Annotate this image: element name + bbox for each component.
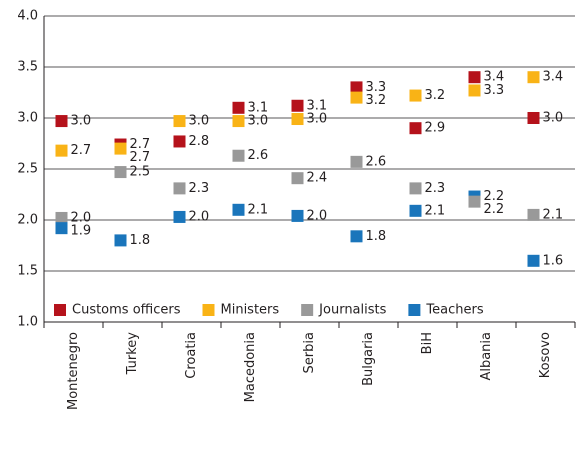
dot-marker <box>468 71 481 84</box>
legend-label: Customs officers <box>72 303 181 318</box>
x-tick-label: Croatia <box>184 332 199 379</box>
dot-marker <box>232 203 245 216</box>
value-label: 2.6 <box>248 148 269 163</box>
x-tick-label: BiH <box>420 332 435 354</box>
value-label: 3.1 <box>248 100 269 115</box>
dot-marker <box>291 209 304 222</box>
x-tick-label: Albania <box>479 332 494 381</box>
x-tick-label: Turkey <box>125 332 140 376</box>
x-tick-label: Montenegro <box>66 332 81 410</box>
dot-marker <box>527 208 540 221</box>
dot-marker <box>173 182 186 195</box>
dot-marker <box>527 71 540 84</box>
dot-marker <box>350 230 363 243</box>
y-tick-label: 1.0 <box>17 315 38 330</box>
dot-marker <box>232 101 245 114</box>
value-label: 2.1 <box>543 207 564 222</box>
y-tick-label: 1.5 <box>17 264 38 279</box>
value-label: 3.4 <box>543 70 564 85</box>
value-label: 3.3 <box>366 80 387 95</box>
x-tick-label: Serbia <box>302 332 317 373</box>
value-label: 3.0 <box>248 114 269 129</box>
legend-label: Teachers <box>425 303 483 318</box>
value-label: 1.6 <box>543 253 564 268</box>
dot-marker <box>232 115 245 128</box>
legend-swatch <box>408 304 421 316</box>
dot-marker <box>409 89 422 102</box>
value-label: 2.2 <box>484 202 505 217</box>
value-label: 2.2 <box>484 189 505 204</box>
dot-marker <box>114 166 127 179</box>
x-tick-label: Macedonia <box>243 332 258 402</box>
y-tick-label: 2.5 <box>17 162 38 177</box>
dot-marker <box>350 91 363 104</box>
value-label: 3.1 <box>307 98 328 113</box>
y-tick-label: 4.0 <box>17 9 38 24</box>
dot-marker <box>114 234 127 247</box>
dot-marker <box>232 149 245 162</box>
value-label: 3.4 <box>484 70 505 85</box>
legend-label: Ministers <box>221 303 280 318</box>
x-tick-label: Kosovo <box>538 332 553 378</box>
dot-marker <box>291 172 304 185</box>
value-label: 2.0 <box>307 208 328 223</box>
dot-marker <box>409 122 422 135</box>
y-tick-label: 2.0 <box>17 213 38 228</box>
value-label: 2.7 <box>71 143 92 158</box>
value-label: 3.2 <box>425 88 446 103</box>
dot-marker <box>55 222 68 235</box>
dot-marker <box>173 210 186 223</box>
dot-marker <box>173 135 186 148</box>
dot-marker <box>55 211 68 224</box>
legend-swatch <box>202 304 215 316</box>
value-label: 2.0 <box>189 209 210 224</box>
dot-marker <box>409 204 422 217</box>
value-label: 2.3 <box>425 181 446 196</box>
dot-marker <box>350 155 363 168</box>
value-label: 2.5 <box>130 165 151 180</box>
value-label: 2.8 <box>189 134 210 149</box>
value-label: 2.1 <box>248 202 269 217</box>
value-label: 3.0 <box>307 112 328 127</box>
dot-marker <box>114 142 127 155</box>
value-label: 2.7 <box>130 137 151 152</box>
x-tick-label: Bulgaria <box>361 332 376 386</box>
y-tick-label: 3.5 <box>17 60 38 75</box>
value-label: 2.1 <box>425 203 446 218</box>
dot-marker <box>527 112 540 124</box>
dot-marker <box>409 182 422 195</box>
value-label: 2.3 <box>189 181 210 196</box>
value-label: 2.0 <box>71 210 92 225</box>
value-label: 3.0 <box>71 114 92 129</box>
dot-marker <box>350 81 363 94</box>
value-label: 3.2 <box>366 93 387 108</box>
dot-marker <box>173 115 186 128</box>
y-tick-label: 3.0 <box>17 111 38 126</box>
dot-marker <box>55 115 68 128</box>
value-label: 1.8 <box>130 233 151 248</box>
legend-label: Journalists <box>318 303 386 318</box>
dot-marker <box>291 99 304 112</box>
value-label: 2.9 <box>425 121 446 136</box>
dot-marker <box>527 254 540 267</box>
legend-swatch <box>301 304 314 316</box>
value-label: 3.3 <box>484 83 505 98</box>
value-label: 3.0 <box>189 114 210 129</box>
value-label: 2.7 <box>130 150 151 165</box>
dot-marker <box>291 113 304 126</box>
value-label: 2.6 <box>366 154 387 169</box>
dot-marker <box>468 84 481 97</box>
legend-swatch <box>54 304 66 316</box>
value-label: 2.4 <box>307 171 328 186</box>
dot-marker <box>55 144 68 157</box>
dot-marker <box>468 195 481 208</box>
value-label: 1.9 <box>71 223 92 238</box>
value-label: 3.0 <box>543 111 564 126</box>
value-label: 1.8 <box>366 229 387 244</box>
